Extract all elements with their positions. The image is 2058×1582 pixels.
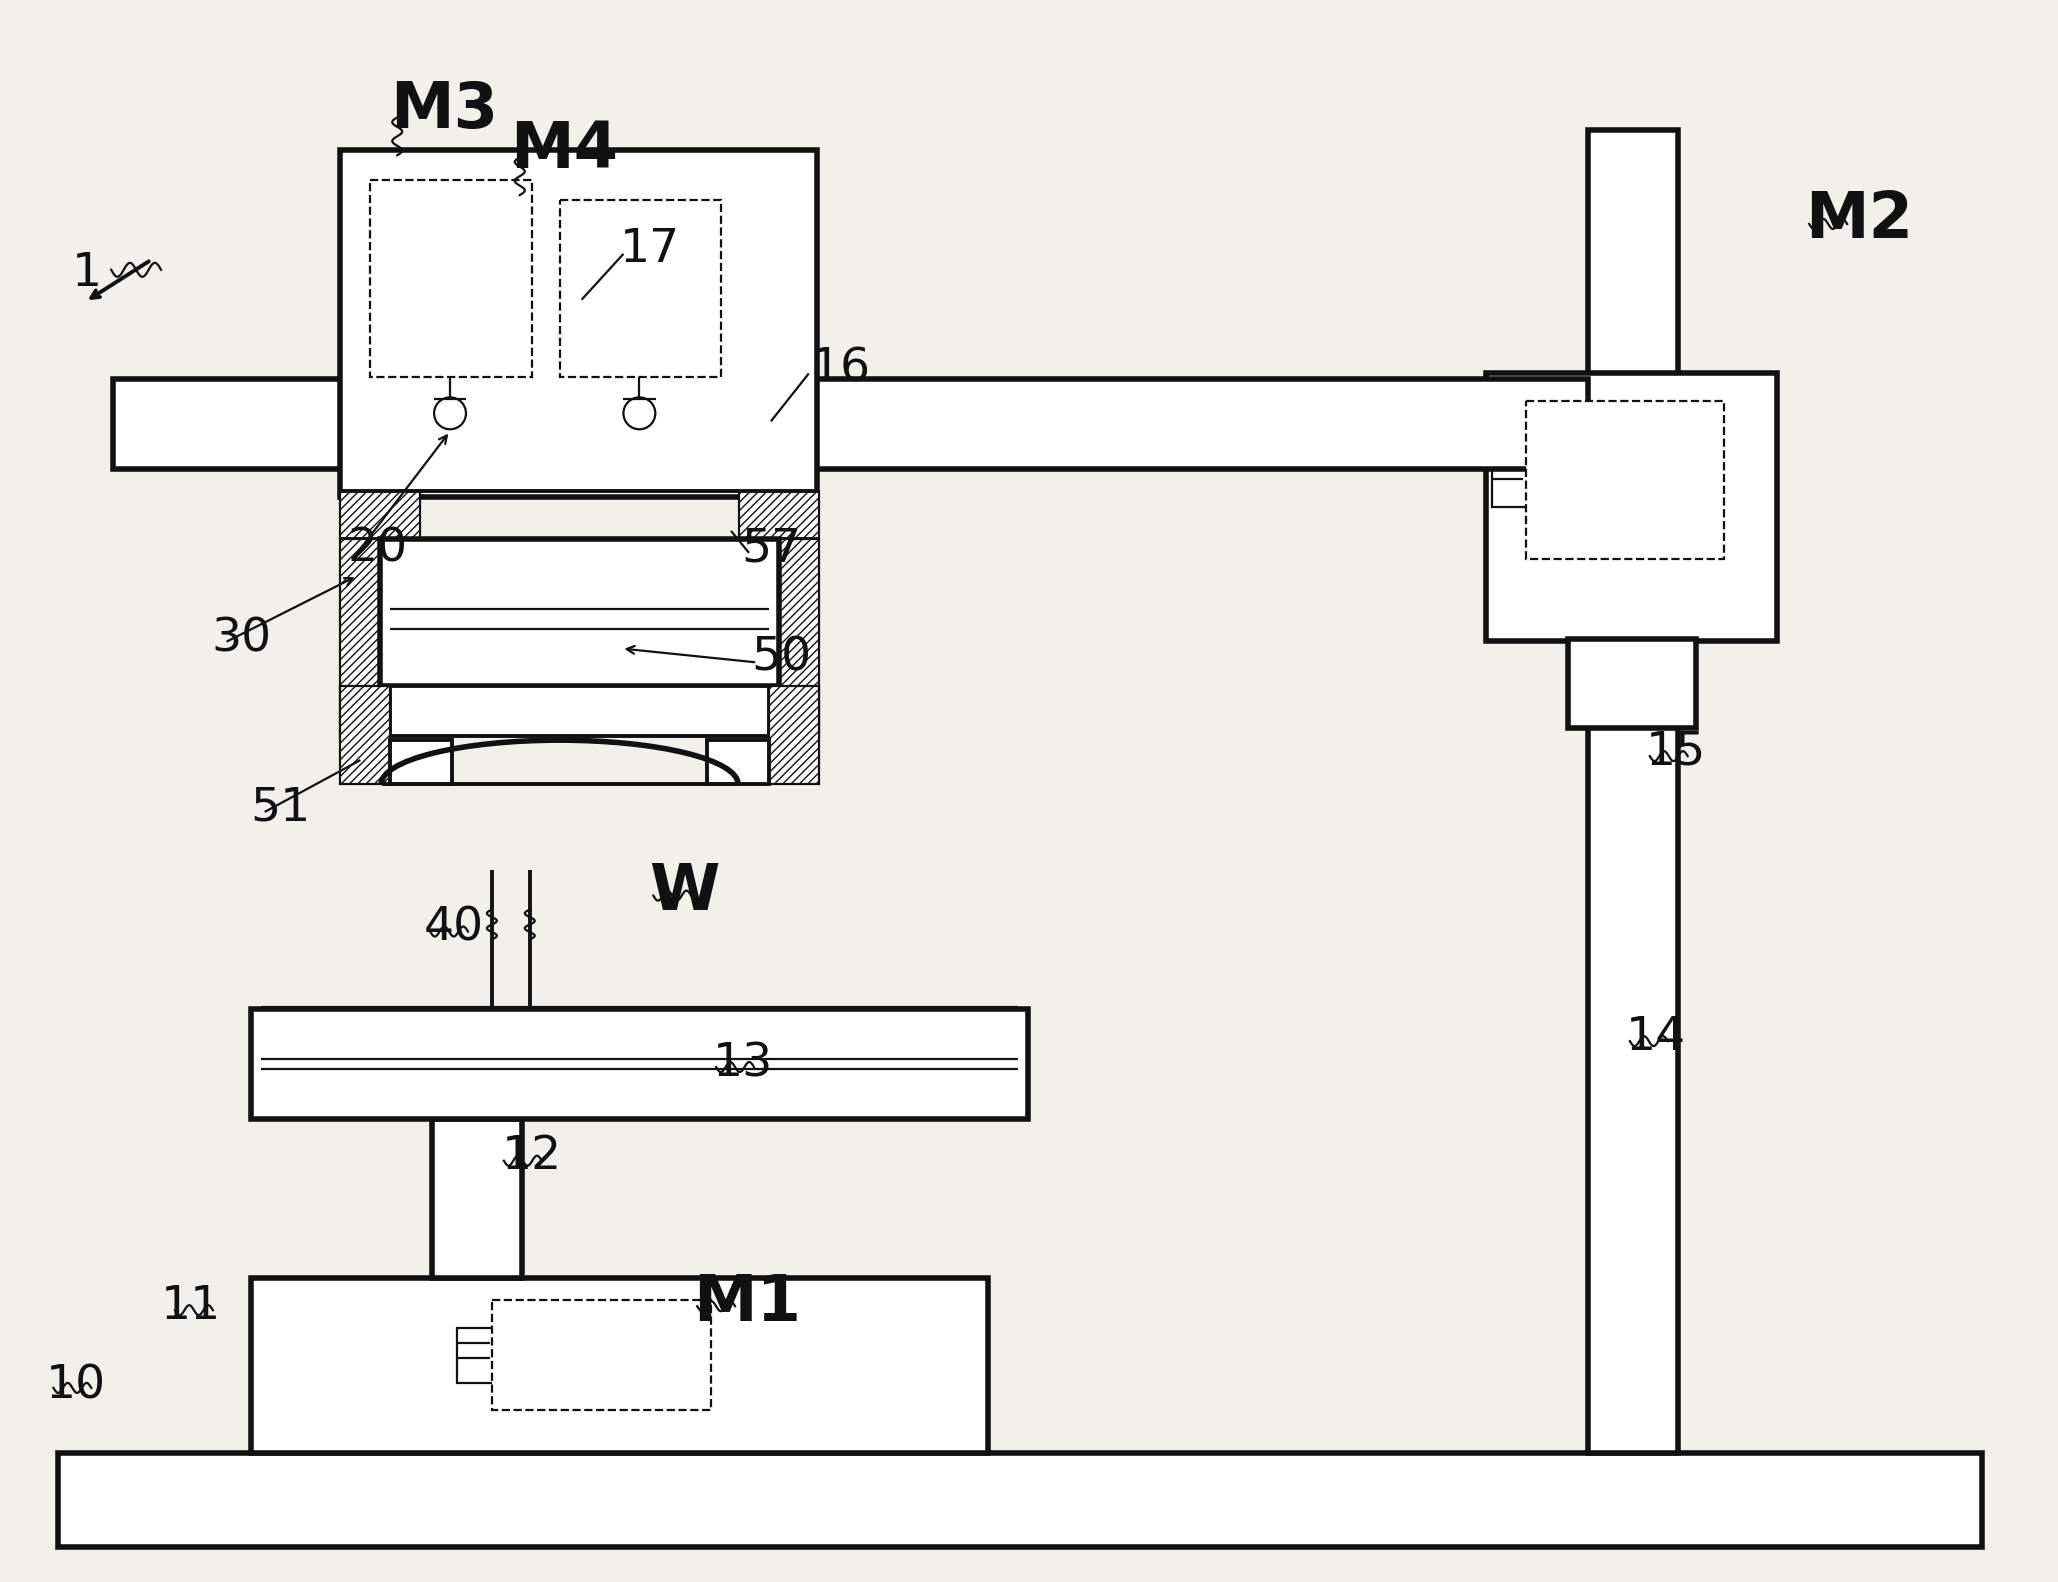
- Bar: [432, 1118, 523, 1278]
- Text: 30: 30: [210, 615, 272, 661]
- Bar: [560, 199, 720, 378]
- Text: 12: 12: [502, 1134, 562, 1179]
- Text: 57: 57: [741, 527, 801, 571]
- Text: 10: 10: [45, 1364, 105, 1408]
- Bar: [113, 380, 1589, 470]
- Bar: [340, 687, 391, 785]
- Bar: [778, 539, 819, 736]
- Text: 16: 16: [811, 346, 871, 392]
- Bar: [1486, 373, 1778, 641]
- Bar: [1589, 130, 1677, 1452]
- Text: 11: 11: [161, 1283, 222, 1329]
- Bar: [340, 150, 817, 497]
- Bar: [1527, 402, 1723, 558]
- Text: 17: 17: [619, 228, 679, 272]
- Bar: [391, 687, 770, 736]
- Text: 40: 40: [424, 905, 484, 951]
- Bar: [770, 687, 819, 785]
- Bar: [251, 1278, 988, 1452]
- Text: 51: 51: [251, 785, 311, 831]
- Text: M1: M1: [694, 1272, 801, 1334]
- Bar: [370, 180, 531, 378]
- Bar: [391, 740, 453, 785]
- Text: 13: 13: [714, 1041, 774, 1087]
- Bar: [381, 539, 778, 687]
- Bar: [251, 1009, 1029, 1118]
- Text: M3: M3: [391, 79, 498, 141]
- Text: 1: 1: [72, 252, 101, 296]
- Bar: [1492, 449, 1531, 506]
- Bar: [492, 1300, 712, 1410]
- Bar: [340, 539, 381, 736]
- Text: 20: 20: [348, 527, 407, 571]
- Text: 14: 14: [1626, 1014, 1686, 1060]
- Bar: [58, 1452, 1982, 1547]
- Bar: [457, 1329, 496, 1383]
- Text: W: W: [650, 861, 720, 922]
- Bar: [1568, 639, 1696, 728]
- Bar: [739, 490, 819, 539]
- Text: M2: M2: [1805, 188, 1914, 252]
- Bar: [708, 740, 770, 785]
- Text: 50: 50: [751, 636, 811, 680]
- Bar: [340, 490, 420, 539]
- Text: 15: 15: [1646, 729, 1706, 775]
- Text: M4: M4: [510, 119, 617, 182]
